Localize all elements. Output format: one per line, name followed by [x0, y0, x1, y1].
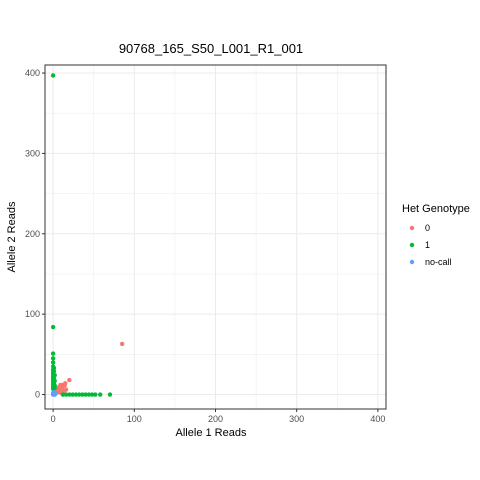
y-axis-title: Allele 2 Reads: [6, 201, 18, 272]
grid-lines: [45, 65, 386, 409]
legend-label-no-call: no-call: [425, 257, 452, 267]
legend-key-no-call: [409, 259, 415, 265]
data-point-0: [67, 377, 72, 383]
data-point-1: [50, 324, 56, 330]
y-tick-label: 100: [25, 309, 40, 319]
data-point-0: [119, 341, 125, 347]
data-point-1: [67, 392, 72, 397]
x-axis-title: Allele 1 Reads: [176, 427, 247, 439]
data-point-1: [50, 356, 56, 361]
x-tick-label: 300: [289, 414, 304, 424]
data-point-1: [52, 385, 57, 391]
data-point-1: [80, 392, 85, 397]
data-point-1: [93, 392, 98, 397]
data-point-1: [86, 392, 92, 397]
data-point-1: [50, 360, 56, 365]
legend-label-1: 1: [425, 240, 430, 250]
x-tick-label: 200: [208, 414, 223, 424]
legend-key-1: [409, 242, 415, 248]
data-point-1: [50, 351, 56, 356]
data-point-1: [76, 392, 82, 397]
data-point-1: [89, 392, 95, 397]
chart-title: 90768_165_S50_L001_R1_001: [119, 41, 303, 56]
data-points: [50, 73, 125, 397]
legend-title: Het Genotype: [402, 203, 470, 215]
x-tick-label: 0: [51, 414, 56, 424]
y-tick-label: 200: [25, 229, 40, 239]
x-tick-label: 400: [370, 414, 385, 424]
y-tick-label: 0: [35, 390, 40, 400]
y-axis-ticks: 0 100 200 300 400: [25, 68, 45, 400]
data-point-1: [98, 392, 103, 397]
data-point-1: [50, 73, 56, 78]
data-point-1: [51, 369, 57, 374]
data-point-no-call: [52, 391, 57, 396]
legend: Het Genotype 0 1 no-call: [402, 203, 470, 267]
data-point-1: [60, 392, 66, 397]
data-point-1: [63, 392, 69, 397]
data-point-1: [83, 392, 88, 397]
x-tick-label: 100: [127, 414, 142, 424]
data-point-0: [62, 383, 67, 388]
y-tick-label: 300: [25, 148, 40, 158]
x-axis-ticks: 0 100 200 300 400: [51, 409, 385, 424]
legend-label-0: 0: [425, 223, 430, 233]
data-point-1: [70, 392, 75, 397]
data-point-1: [51, 365, 57, 371]
data-point-1: [73, 392, 79, 397]
y-tick-label: 400: [25, 68, 40, 78]
legend-key-0: [409, 225, 415, 231]
data-point-1: [107, 392, 113, 397]
data-point-0: [58, 382, 63, 388]
